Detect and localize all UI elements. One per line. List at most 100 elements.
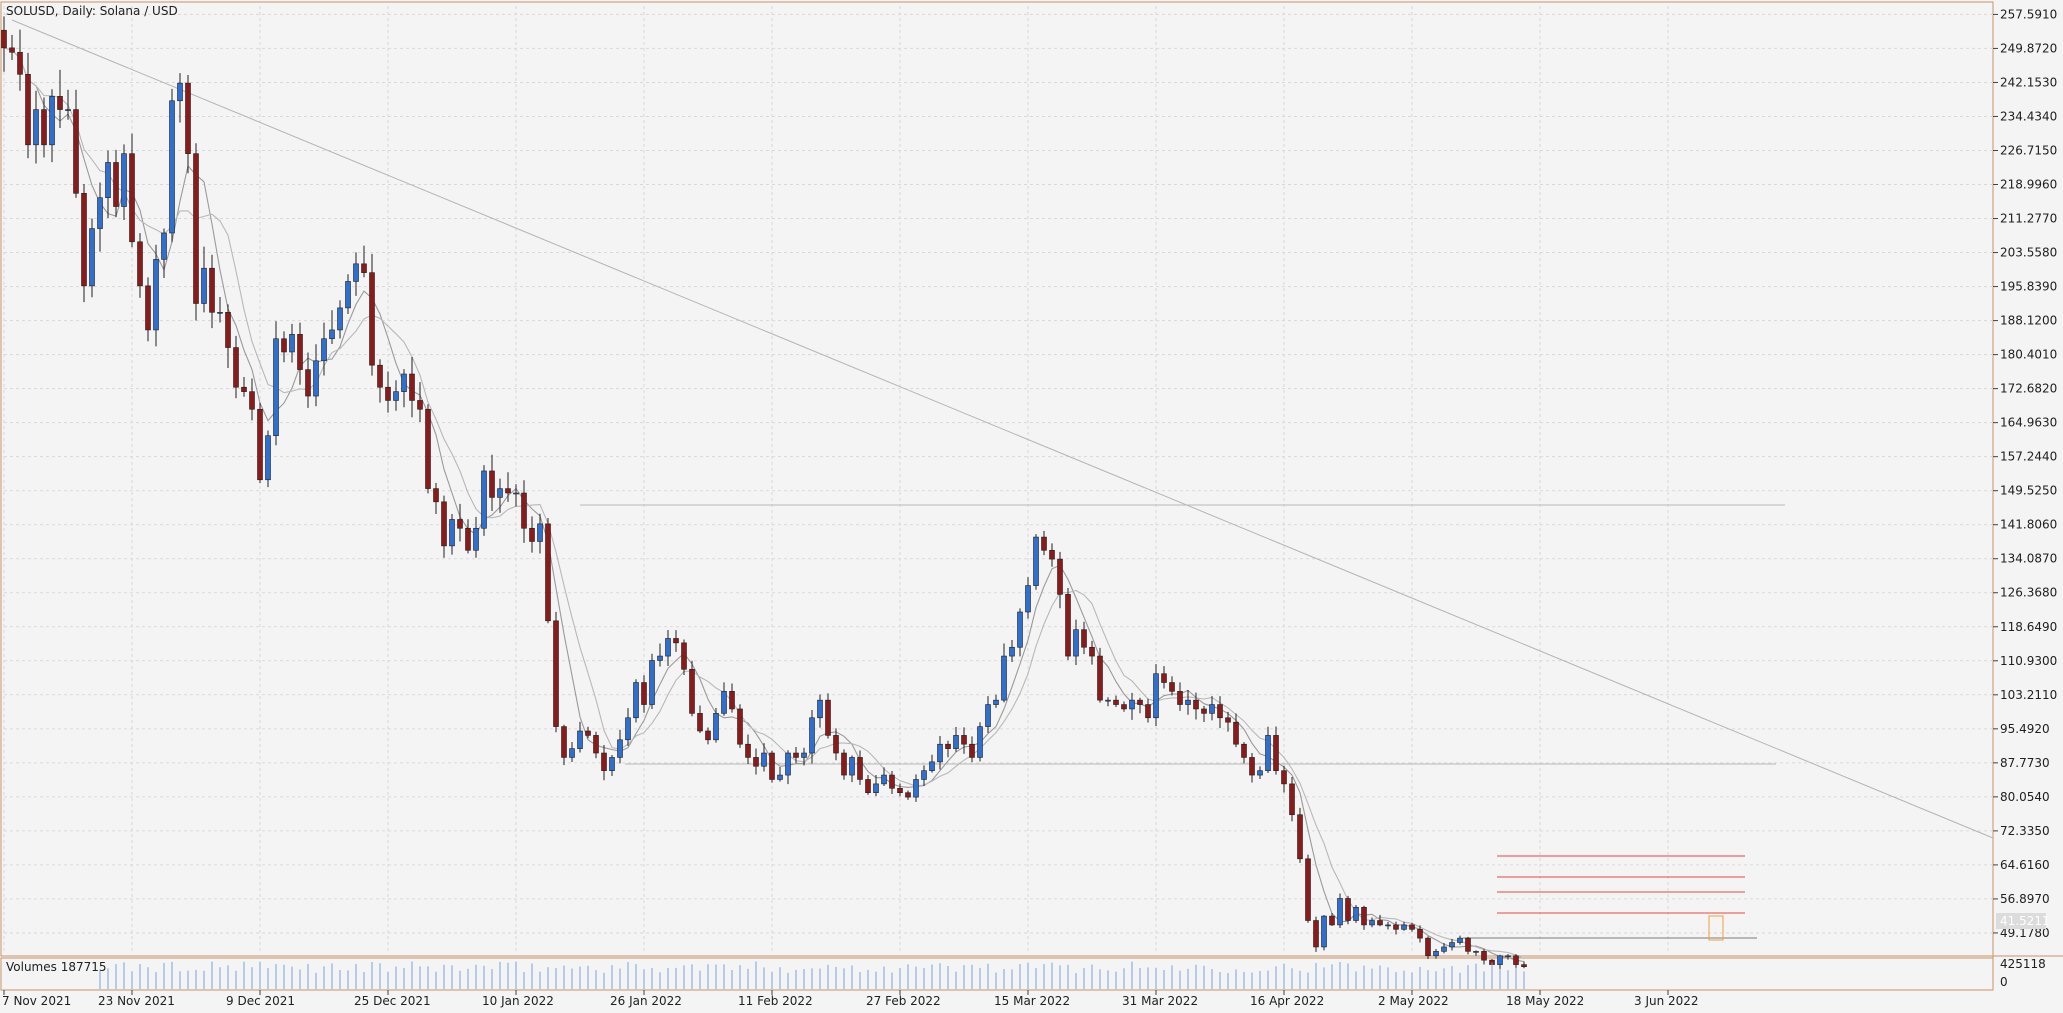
candle-body-bull: [617, 739, 623, 758]
candle-body-bull: [1353, 906, 1359, 921]
candle: [481, 465, 487, 536]
candle-body-bull: [1401, 924, 1407, 930]
candle: [737, 704, 743, 748]
candle: [897, 783, 903, 797]
candle-body-bear: [961, 735, 967, 745]
candle-body-bear: [1297, 814, 1303, 860]
candle: [585, 726, 591, 739]
candle-body-bull: [1017, 611, 1023, 648]
candle: [113, 149, 119, 218]
x-tick-label: 10 Jan 2022: [482, 994, 554, 1008]
x-tick-label: 27 Feb 2022: [866, 994, 941, 1008]
candle-body-bull: [1185, 699, 1191, 705]
candle: [873, 775, 879, 796]
candle: [1041, 530, 1047, 556]
candle: [201, 246, 207, 313]
candle-body-bear: [529, 527, 535, 542]
candle: [777, 766, 783, 782]
candle-body-bull: [105, 162, 111, 199]
candle-body-bear: [897, 787, 903, 793]
candles: [1, 16, 1527, 969]
candle-body-bear: [1089, 646, 1095, 657]
candle: [1033, 534, 1039, 590]
candle-body-bull: [513, 492, 519, 495]
y-tick-label: 180.4010: [2000, 348, 2057, 362]
candle: [833, 728, 839, 761]
candle: [137, 233, 143, 298]
candle: [545, 518, 551, 624]
candle-body-bull: [977, 726, 983, 758]
drawings: [11, 19, 1994, 941]
candle: [401, 369, 407, 408]
candle: [169, 88, 175, 243]
candle: [1521, 961, 1527, 969]
candle-body-bull: [1457, 937, 1463, 943]
candle: [1329, 913, 1335, 926]
candle: [953, 726, 959, 752]
candle-body-bear: [9, 47, 15, 53]
candle-body-bull: [65, 109, 71, 111]
candle-body-bear: [1465, 937, 1471, 952]
candle: [1473, 950, 1479, 956]
candle-body-bear: [1145, 704, 1151, 719]
y-tick-label: 249.8720: [2000, 41, 2057, 55]
candle-body-bear: [57, 96, 63, 110]
current-candle-marker: [1708, 915, 1724, 941]
candle: [753, 748, 759, 775]
candle-body-bear: [425, 408, 431, 489]
candle: [1153, 664, 1159, 726]
candle: [657, 643, 663, 667]
candle: [1265, 726, 1271, 773]
candle: [265, 430, 271, 488]
candle: [913, 774, 919, 802]
candle: [1289, 776, 1295, 822]
candle: [1345, 895, 1351, 925]
candle-body-bull: [497, 488, 503, 498]
candle-body-bear: [1329, 915, 1335, 926]
candle: [385, 371, 391, 413]
candle-body-bull: [1209, 704, 1215, 714]
candle-body-bear: [489, 470, 495, 498]
candle-body-bear: [905, 792, 911, 798]
candle: [841, 749, 847, 780]
candle: [1233, 713, 1239, 748]
candle: [1513, 954, 1519, 969]
candle-body-bear: [969, 743, 975, 758]
candle: [329, 310, 335, 345]
candle-body-bull: [1441, 946, 1447, 952]
candle: [1073, 619, 1079, 665]
candle: [489, 454, 495, 511]
candle-body-bull: [97, 197, 103, 229]
candle-body-bull: [1449, 942, 1455, 948]
candle: [1065, 588, 1071, 661]
candle-body-bull: [1497, 955, 1503, 965]
candle-body-bear: [1241, 743, 1247, 758]
candle: [593, 731, 599, 759]
y-tick-label: 103.2110: [2000, 688, 2057, 702]
candle-body-bear: [385, 386, 391, 401]
candle: [1385, 921, 1391, 930]
candle-body-bull: [1473, 951, 1479, 953]
candle: [185, 75, 191, 174]
candle-body-bear: [1049, 549, 1055, 560]
candle: [1417, 925, 1423, 943]
candle-body-bull: [665, 638, 671, 657]
candle: [233, 335, 239, 399]
candle-body-bull: [169, 100, 175, 234]
candle: [1249, 752, 1255, 783]
candle-body-bear: [441, 501, 447, 547]
candle-body-bull: [313, 360, 319, 397]
candle: [945, 740, 951, 758]
candle: [793, 747, 799, 764]
candle-body-bull: [953, 735, 959, 749]
candle-body-bull: [1505, 955, 1511, 958]
candle: [1145, 698, 1151, 723]
y-tick-label: 257.5910: [2000, 7, 2057, 21]
candle: [97, 182, 103, 252]
candle: [769, 750, 775, 783]
candle: [49, 89, 55, 163]
y-tick-label: 110.9300: [2000, 654, 2057, 668]
candle: [1225, 711, 1231, 732]
candle: [1001, 643, 1007, 703]
